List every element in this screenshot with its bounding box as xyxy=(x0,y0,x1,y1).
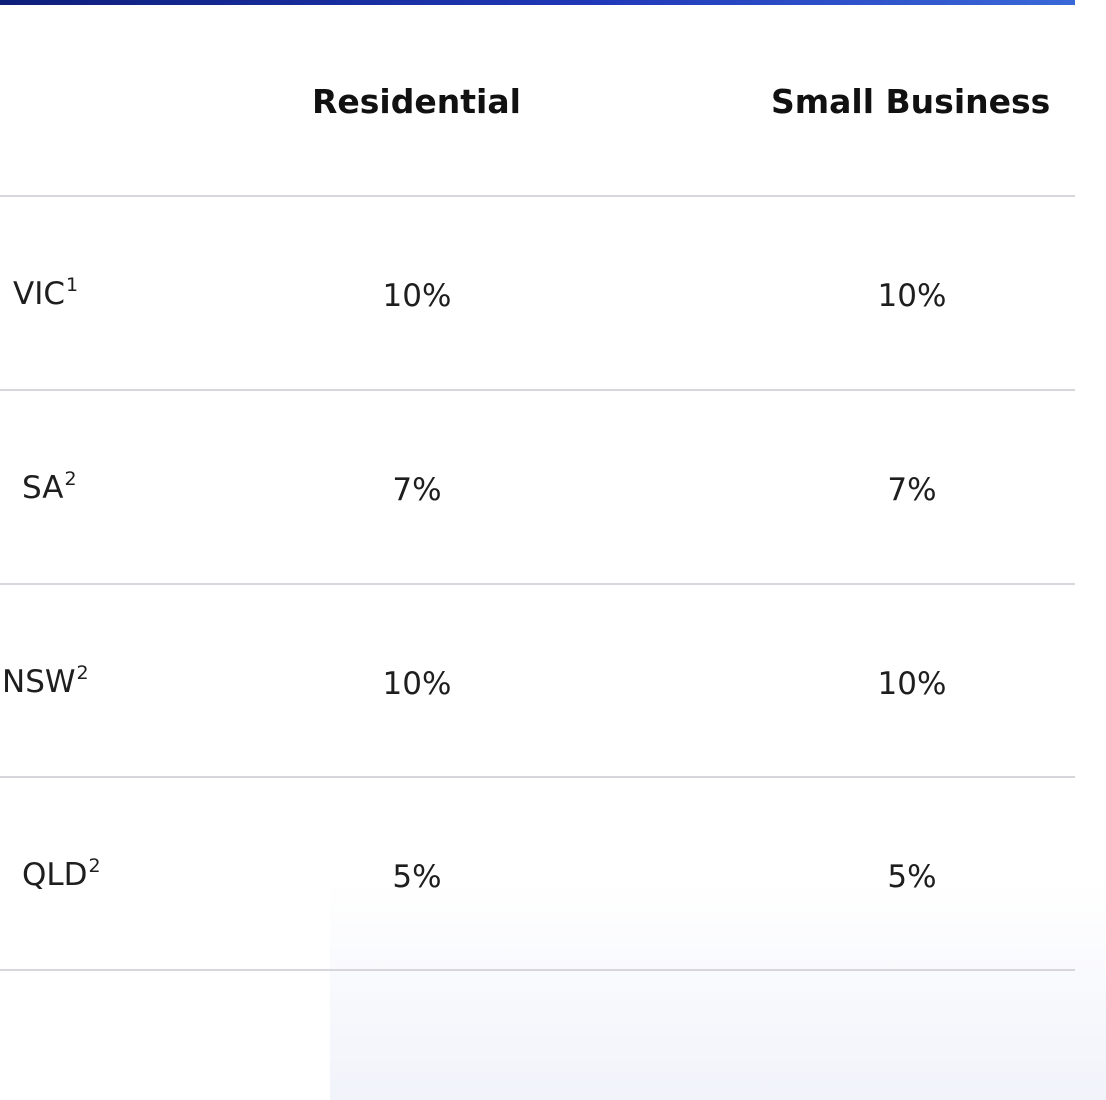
row-divider xyxy=(0,969,1075,971)
state-label: NSW2 xyxy=(2,662,89,700)
small-business-value: 10% xyxy=(877,666,947,702)
row-divider xyxy=(0,583,1075,585)
small-business-value: 10% xyxy=(877,278,947,314)
residential-value: 7% xyxy=(392,472,442,508)
state-name: VIC xyxy=(13,276,65,312)
header-small-business: Small Business xyxy=(771,82,1051,121)
state-name: QLD xyxy=(22,857,88,893)
table-row: QLD2 5% 5% xyxy=(0,777,1075,970)
table-row: VIC1 10% 10% xyxy=(0,196,1075,389)
table-row: SA2 7% 7% xyxy=(0,390,1075,583)
row-divider xyxy=(0,195,1075,197)
state-name: NSW xyxy=(2,664,76,700)
table-header-row: Residential Small Business xyxy=(0,0,1075,196)
state-footnote: 2 xyxy=(76,662,89,684)
residential-value: 10% xyxy=(382,666,452,702)
row-divider xyxy=(0,389,1075,391)
top-accent-bar xyxy=(0,0,1075,5)
state-label: SA2 xyxy=(22,468,77,506)
state-label: VIC1 xyxy=(13,274,79,312)
state-footnote: 1 xyxy=(66,274,79,296)
residential-value: 10% xyxy=(382,278,452,314)
small-business-value: 5% xyxy=(887,859,937,895)
table-row: NSW2 10% 10% xyxy=(0,584,1075,777)
state-footnote: 2 xyxy=(64,468,77,490)
header-residential: Residential xyxy=(312,82,521,121)
residential-value: 5% xyxy=(392,859,442,895)
state-name: SA xyxy=(22,470,64,506)
small-business-value: 7% xyxy=(887,472,937,508)
row-divider xyxy=(0,776,1075,778)
state-label: QLD2 xyxy=(22,855,101,893)
state-footnote: 2 xyxy=(88,855,101,877)
